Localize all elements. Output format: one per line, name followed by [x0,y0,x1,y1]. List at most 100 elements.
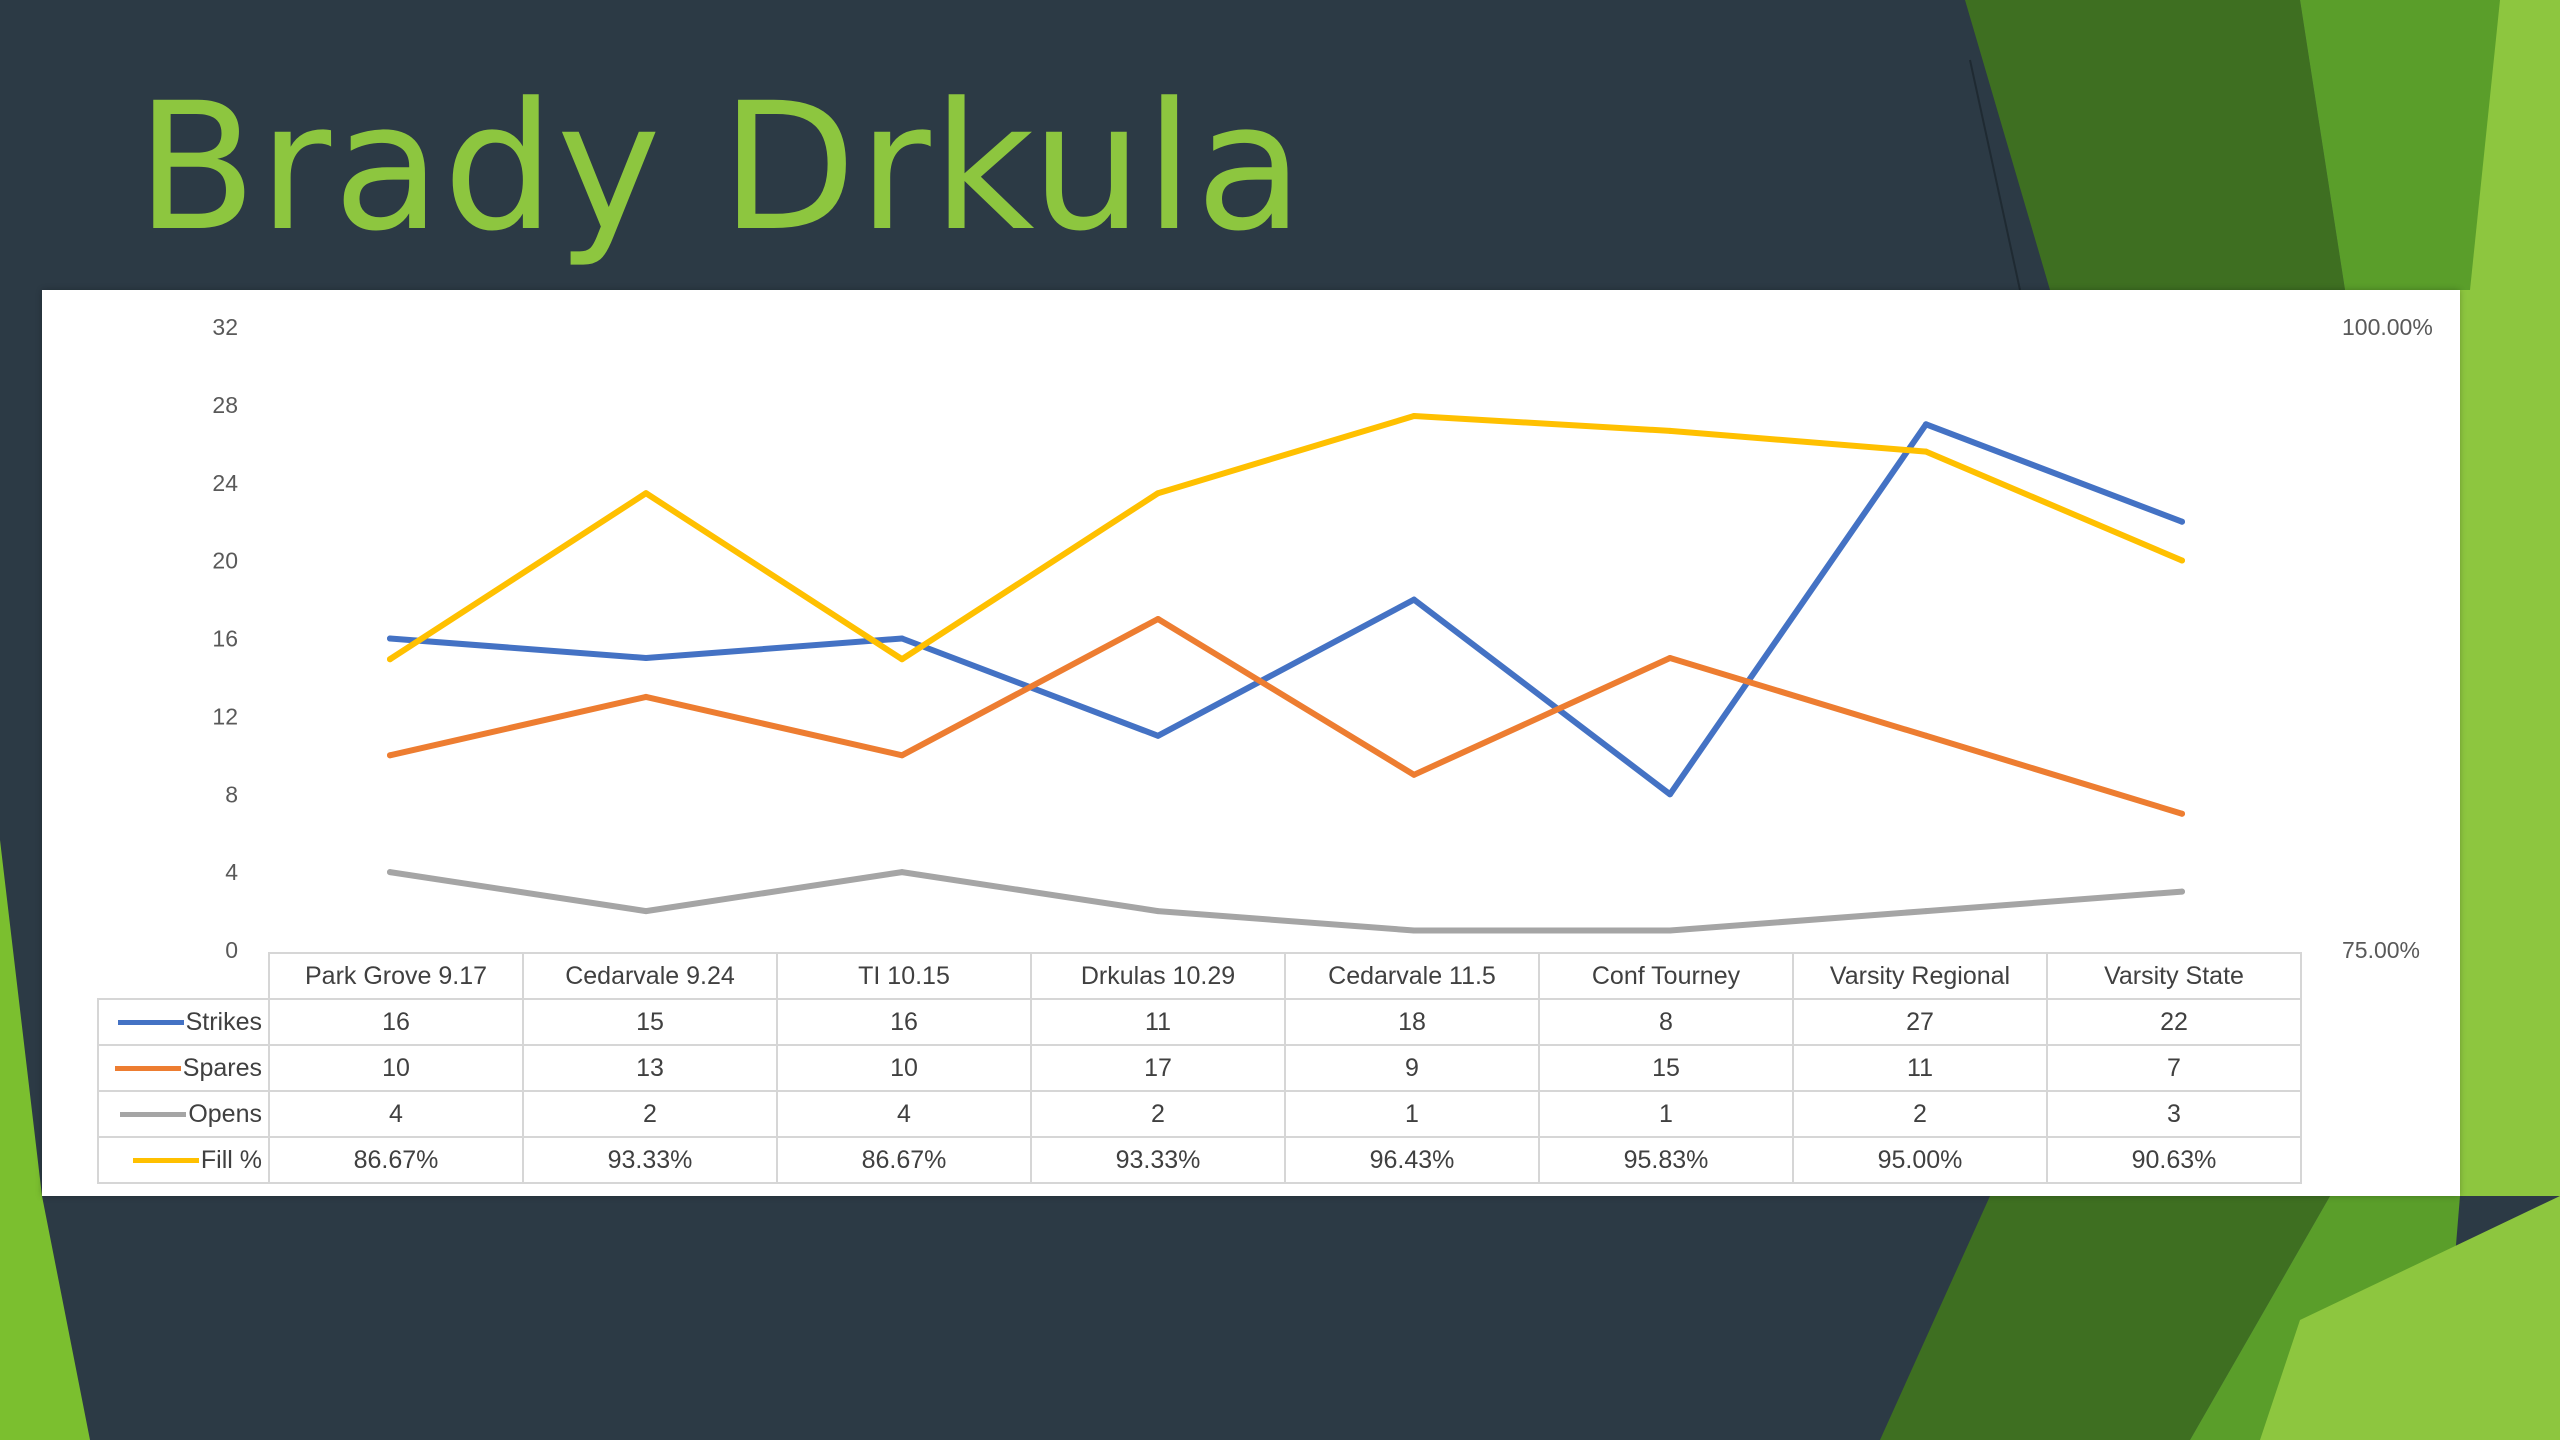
category-label: Cedarvale 11.5 [1284,952,1540,1000]
decor-dark-green-shape [1965,0,2345,290]
series-line-strikes [387,421,2185,798]
series-line-opens [387,869,2185,934]
y-left-tick-label: 24 [212,470,238,496]
data-label: 95.00% [1792,1136,2048,1184]
data-label: 90.63% [2046,1136,2302,1184]
category-label: Varsity State [2046,952,2302,1000]
y-left-tick-label: 8 [225,781,238,807]
data-label: 95.83% [1538,1136,1794,1184]
data-point-spares [2179,810,2185,817]
series-name: Opens [188,1099,262,1128]
slide-title: Brady Drkula [136,65,1306,270]
chart-data-table: Park Grove 9.17 Cedarvale 9.24 TI 10.15 Drk… [97,952,2302,1184]
legend-key-line [114,1066,181,1072]
data-label: 16 [776,998,1032,1046]
data-point-strikes [1923,421,1929,428]
series-name: Spares [182,1053,262,1082]
data-label: 8 [1538,998,1794,1046]
y-left-tick-label: 4 [225,859,238,885]
data-point-spares [1923,732,1929,739]
category-label: Drkulas 10.29 [1030,952,1286,1000]
series-line-spares [387,616,2185,817]
data-point-spares [387,752,393,759]
table-header-row: Park Grove 9.17 Cedarvale 9.24 TI 10.15 Drk… [98,952,2302,1000]
data-point-opens [1155,908,1161,915]
data-label: 4 [268,1090,524,1138]
data-point-spares [1155,616,1161,622]
data-label: 10 [776,1044,1032,1092]
data-label: 27 [1792,998,2048,1046]
decor-right-edge [2460,290,2560,1196]
decor-bottom-right-dark [1880,1196,2330,1440]
data-label: 3 [2046,1090,2302,1138]
y-left-tick-label: 20 [212,548,238,574]
data-point-strikes [899,635,905,642]
category-label: Park Grove 9.17 [268,952,524,1000]
data-label: 2 [1030,1090,1286,1138]
legend-entry: Opens [97,1090,270,1138]
y-right-tick-label: 75.00% [2342,937,2420,963]
data-point-fill [1155,490,1161,497]
data-label: 1 [1538,1090,1794,1138]
data-label: 10 [268,1044,524,1092]
legend-entry: Fill % [97,1136,270,1184]
legend-key-line [117,1020,184,1026]
table-row: Strikes 16 15 16 11 18 8 27 22 [97,998,2302,1046]
data-label: 2 [1792,1090,2048,1138]
data-label: 93.33% [1030,1136,1286,1184]
data-point-fill [1667,427,1673,434]
data-label: 18 [1284,998,1540,1046]
y-left-tick-label: 28 [212,392,238,418]
decor-left-edge [0,840,90,1440]
data-point-strikes [1155,732,1161,739]
data-point-opens [643,908,649,915]
data-point-spares [1411,771,1417,778]
category-label: Conf Tourney [1538,952,1794,1000]
data-label: 16 [268,998,524,1046]
data-label: 86.67% [776,1136,1032,1184]
decor-light-green-shape [2470,0,2560,290]
data-point-fill [1923,448,1929,455]
data-point-opens [899,869,905,876]
series-line-fill [387,413,2185,663]
data-label: 17 [1030,1044,1286,1092]
data-label: 13 [522,1044,778,1092]
data-label: 2 [522,1090,778,1138]
data-label: 9 [1284,1044,1540,1092]
decor-thin-line [1969,59,2021,291]
data-label: 96.43% [1284,1136,1540,1184]
chart-panel: 0 4 8 12 16 20 24 28 32 75.00% 100.00% Park Grove … [42,290,2460,1196]
decor-green-shape [2300,0,2500,290]
table-corner [98,953,270,1000]
y-left-tick-label: 32 [212,314,238,340]
table-row: Spares 10 13 10 17 9 15 11 7 [97,1044,2302,1092]
series-name: Fill % [200,1145,262,1174]
data-point-opens [2179,888,2185,895]
category-label: Cedarvale 9.24 [522,952,778,1000]
data-label: 1 [1284,1090,1540,1138]
legend-entry: Spares [97,1044,270,1092]
data-point-opens [1411,927,1417,934]
data-point-strikes [2179,518,2185,525]
legend-key-line [132,1158,199,1164]
y-left-tick-label: 12 [212,703,238,729]
data-label: 7 [2046,1044,2302,1092]
category-label: TI 10.15 [776,952,1032,1000]
data-label: 4 [776,1090,1032,1138]
data-point-opens [1923,908,1929,915]
data-point-strikes [387,635,393,642]
data-point-strikes [1411,596,1417,603]
legend-key-line [120,1112,187,1118]
data-point-fill [1411,413,1417,419]
category-label: Varsity Regional [1792,952,2048,1000]
data-point-opens [387,869,393,876]
data-label: 22 [2046,998,2302,1046]
legend-entry: Strikes [97,998,270,1046]
data-point-fill [387,656,393,663]
data-point-spares [643,693,649,700]
data-point-spares [899,752,905,759]
data-label: 93.33% [522,1136,778,1184]
y-left-tick-label: 16 [212,626,238,652]
